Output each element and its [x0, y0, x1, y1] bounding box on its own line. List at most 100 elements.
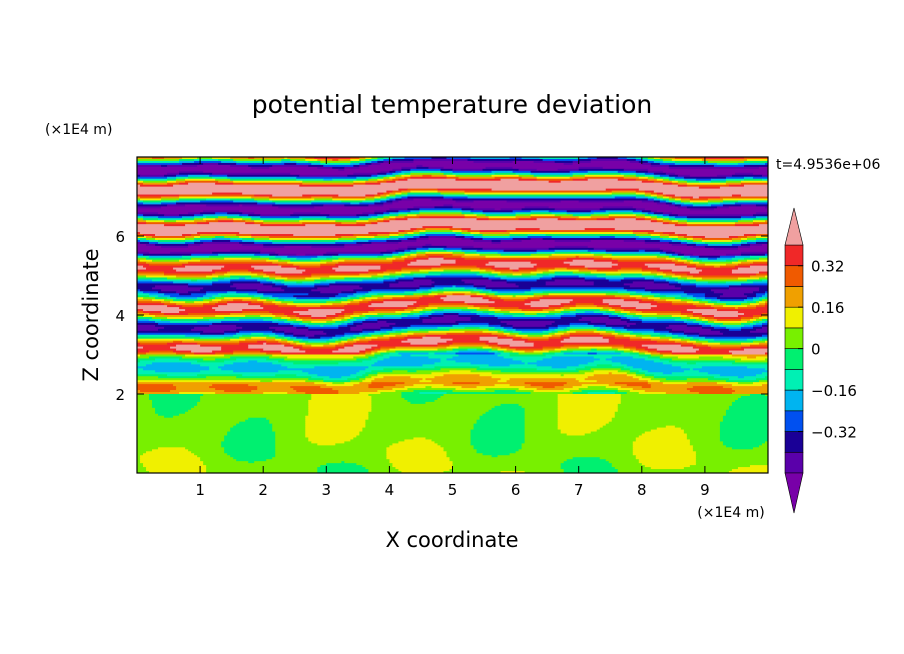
contour-cell [482, 311, 496, 314]
contour-cell [656, 218, 664, 221]
contour-cell [494, 265, 535, 269]
contour-cell [560, 374, 565, 377]
contour-cell [629, 324, 670, 328]
contour-cell [716, 174, 733, 178]
contour-cell [605, 328, 616, 332]
contour-cell [455, 236, 466, 239]
contour-cell [392, 255, 403, 259]
contour-cell [656, 194, 664, 198]
contour-cell [455, 388, 487, 391]
contour-cell [182, 157, 198, 160]
contour-cell [596, 275, 655, 279]
contour-cell [137, 437, 225, 441]
contour-cell [368, 305, 409, 308]
contour-cell [650, 271, 664, 275]
contour-cell [581, 390, 619, 393]
contour-cell [461, 247, 484, 251]
contour-cell [407, 330, 430, 334]
contour-cell [302, 218, 330, 221]
contour-cell [737, 263, 751, 267]
contour-cell [746, 356, 757, 360]
contour-cell [650, 467, 685, 470]
contour-cell [632, 451, 697, 454]
contour-cell [179, 311, 243, 314]
contour-cell [620, 316, 628, 320]
contour-cell [617, 409, 727, 413]
contour-cell [194, 241, 204, 245]
contour-cell [137, 409, 156, 413]
contour-cell [137, 267, 147, 271]
contour-cell [176, 220, 195, 223]
contour-cell [137, 313, 150, 316]
contour-cell [497, 273, 514, 277]
contour-cell [176, 174, 189, 178]
contour-cell [728, 236, 739, 239]
contour-cell [383, 275, 397, 279]
contour-cell [230, 198, 255, 202]
contour-cell [350, 162, 360, 166]
contour-cell [470, 269, 487, 273]
contour-cell [233, 180, 303, 184]
contour-cell [359, 273, 378, 277]
x-tick-label: 8 [637, 481, 647, 499]
contour-cell [227, 453, 276, 456]
contour-cell [722, 415, 768, 419]
contour-cell [446, 455, 493, 458]
contour-cell [746, 241, 757, 245]
contour-cell [314, 283, 330, 286]
contour-cell [338, 168, 345, 172]
contour-cell [581, 384, 610, 387]
contour-cell [626, 324, 631, 328]
contour-cell [362, 316, 369, 320]
contour-cell [404, 439, 433, 443]
contour-cell [530, 172, 574, 176]
contour-cell [617, 388, 634, 391]
contour-cell [638, 392, 667, 395]
contour-cell [152, 299, 165, 302]
contour-cell [251, 257, 270, 261]
contour-cell [137, 423, 237, 427]
contour-cell [257, 360, 279, 364]
contour-cell [533, 174, 574, 178]
contour-cell [329, 275, 372, 279]
contour-cell [743, 293, 757, 296]
contour-cell [407, 315, 421, 318]
contour-cell [200, 364, 225, 367]
contour-cell [143, 453, 195, 456]
contour-cell [359, 350, 366, 354]
contour-cell [680, 338, 691, 342]
contour-cell [191, 451, 225, 454]
contour-cell [620, 267, 643, 271]
contour-cell [389, 461, 454, 464]
contour-cell [446, 453, 484, 456]
contour-cell [494, 208, 502, 211]
contour-cell [365, 315, 384, 318]
contour-cell [362, 429, 472, 433]
contour-cell [293, 320, 303, 324]
contour-cell [263, 271, 276, 275]
contour-cell [212, 322, 279, 326]
contour-cell [461, 212, 475, 215]
contour-cell [689, 439, 721, 443]
contour-cell [146, 261, 189, 265]
contour-cell [737, 236, 748, 239]
contour-cell [620, 386, 643, 389]
contour-cell [647, 168, 768, 172]
contour-cell [335, 316, 345, 320]
contour-cell [503, 350, 514, 354]
contour-cell [146, 275, 177, 279]
contour-cell [344, 441, 400, 444]
contour-cell [545, 324, 559, 328]
contour-cell [659, 293, 688, 296]
contour-cell [194, 239, 201, 243]
contour-cell [266, 299, 276, 302]
contour-cell [644, 465, 691, 468]
contour-cell [680, 200, 691, 204]
contour-cell [686, 340, 697, 344]
contour-cell [761, 178, 768, 182]
contour-cell [725, 182, 742, 186]
contour-cell [155, 370, 201, 373]
contour-cell [464, 257, 568, 261]
contour-cell [653, 299, 667, 302]
contour-cell [287, 366, 315, 369]
